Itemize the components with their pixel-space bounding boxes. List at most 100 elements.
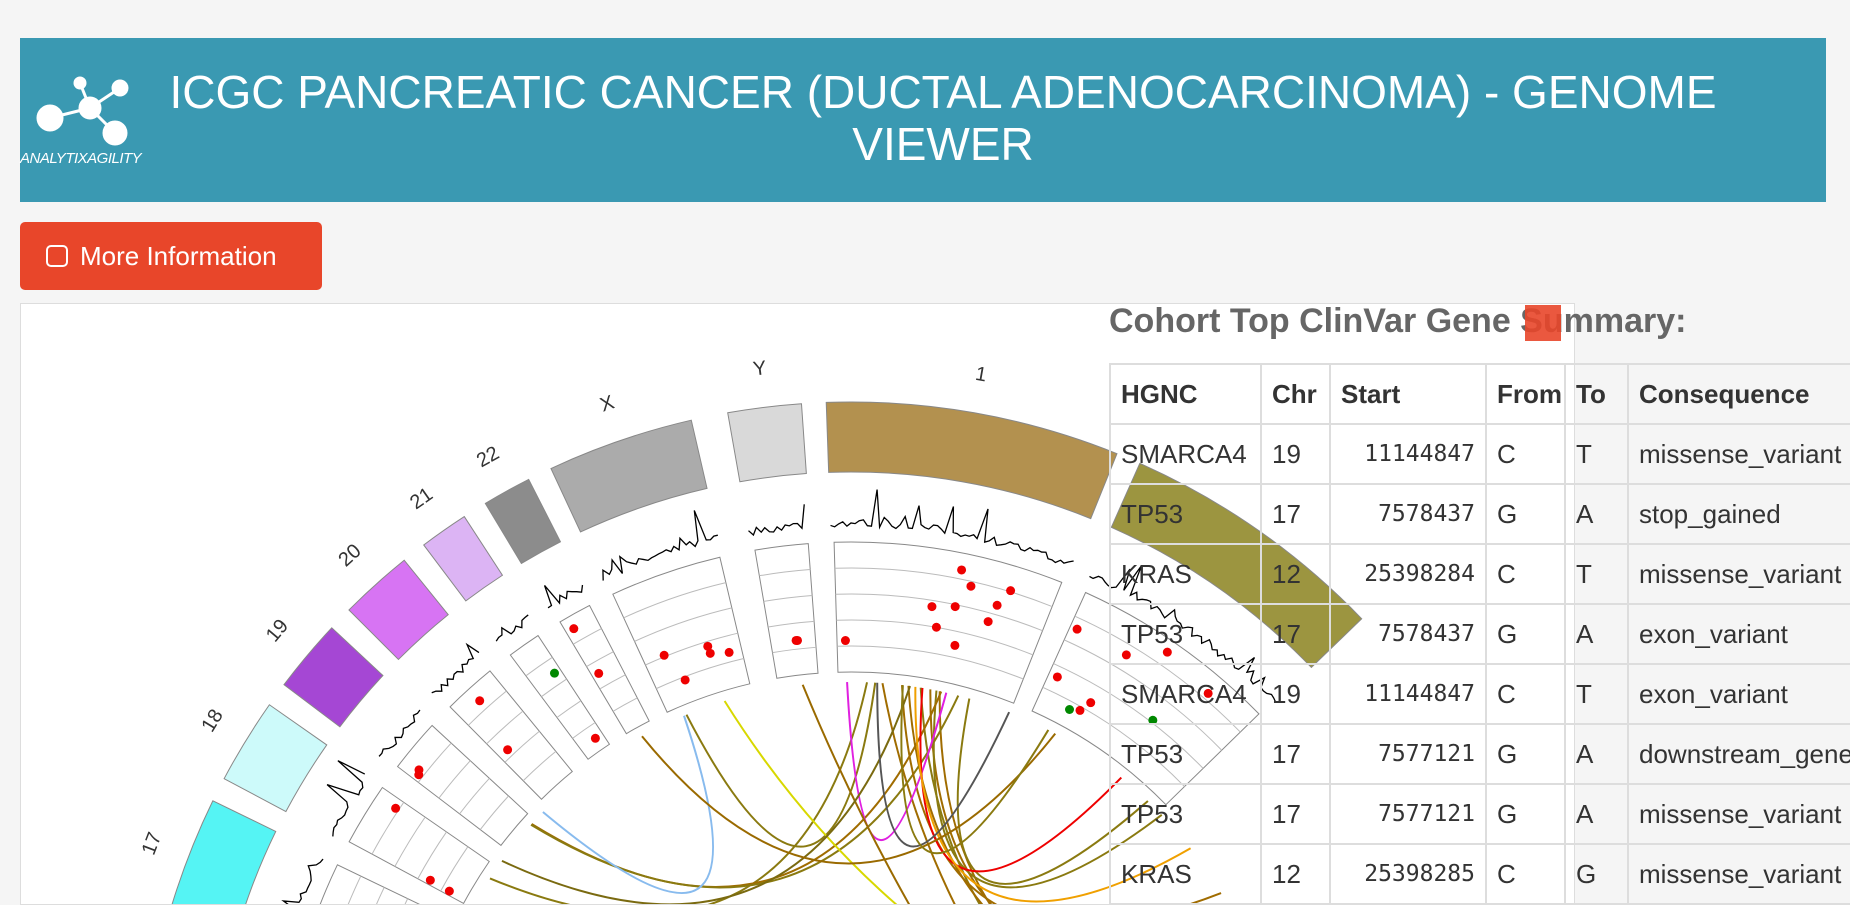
track-grid	[634, 607, 732, 642]
table-cell: C	[1485, 543, 1566, 605]
chromosome-label: X	[597, 391, 617, 416]
chromosome-label: 18	[197, 706, 227, 736]
table-cell: KRAS	[1109, 543, 1262, 605]
table-cell: TP53	[1109, 483, 1262, 545]
track-grid	[376, 887, 385, 904]
chromosome-label: 17	[138, 829, 167, 858]
link-chord	[641, 732, 1057, 865]
track-grid	[623, 582, 726, 619]
table-cell: 19	[1260, 663, 1331, 725]
chromosome-band	[727, 403, 807, 483]
table-cell: 11144847	[1329, 423, 1487, 485]
link-chord	[489, 682, 868, 904]
variant-dot	[703, 641, 713, 651]
summary-table: HGNC Chr Start From To Consequence SMARCA4 19 11…	[1109, 363, 1850, 905]
link-chord	[723, 700, 898, 904]
variant-dot	[569, 624, 579, 634]
signal-line	[748, 504, 805, 537]
variant-dot	[705, 648, 715, 658]
track-grid	[573, 628, 602, 645]
track-box	[396, 724, 529, 847]
link-chord	[919, 687, 981, 904]
variant-dot	[966, 581, 976, 591]
table-cell: G	[1485, 603, 1566, 665]
column-header: Consequence	[1627, 363, 1850, 425]
table-cell: 7578437	[1329, 603, 1487, 665]
variant-dot	[992, 600, 1002, 610]
signal-line	[281, 858, 324, 904]
more-info-button[interactable]: More Information	[20, 222, 322, 290]
track-grid	[522, 751, 557, 782]
table-cell: G	[1564, 843, 1629, 905]
link-chord	[929, 689, 993, 904]
table-cell: missense_variant	[1627, 843, 1850, 905]
track-grid	[768, 620, 815, 628]
variant-dot	[793, 635, 803, 645]
link-chord	[932, 690, 1163, 889]
track-grid	[556, 700, 582, 718]
table-cell: 7578437	[1329, 483, 1487, 545]
table-cell: 19	[1260, 423, 1331, 485]
button-icon	[46, 245, 68, 267]
table-cell: exon_variant	[1627, 603, 1850, 665]
chromosome-band	[223, 704, 328, 813]
variant-dot	[950, 640, 960, 650]
page-title: ICGC PANCREATIC CANCER (DUCTAL ADENOCARC…	[169, 66, 1717, 170]
link-chord	[801, 684, 911, 904]
track-grid	[440, 846, 469, 892]
variant-dot	[950, 602, 960, 612]
track-grid	[525, 656, 553, 677]
table-cell: T	[1564, 663, 1629, 725]
track-grid	[599, 674, 626, 690]
table-cell: T	[1564, 423, 1629, 485]
table-cell: 17	[1260, 483, 1331, 545]
variant-dot	[1072, 624, 1082, 634]
table-cell: SMARCA4	[1109, 663, 1262, 725]
track-box	[612, 556, 751, 713]
table-cell: G	[1485, 483, 1566, 545]
track-grid	[759, 569, 811, 577]
table-cell: TP53	[1109, 723, 1262, 785]
track-grid	[763, 594, 813, 602]
signal-line	[326, 760, 366, 837]
toggle-button[interactable]	[1525, 305, 1561, 341]
table-cell: A	[1564, 483, 1629, 545]
variant-dot	[724, 647, 734, 657]
track-grid	[504, 730, 540, 763]
table-cell: A	[1564, 723, 1629, 785]
table-cell: C	[1485, 663, 1566, 725]
summary-heading: Cohort Top ClinVar Gene Summary:	[1109, 302, 1687, 340]
variant-dot	[840, 636, 850, 646]
table-cell: stop_gained	[1627, 483, 1850, 545]
variant-dot	[503, 745, 513, 755]
track-grid	[459, 778, 490, 815]
table-cell: SMARCA4	[1109, 423, 1262, 485]
logo-icon	[36, 76, 129, 146]
variant-dot	[957, 565, 967, 575]
table-cell: A	[1564, 603, 1629, 665]
chromosome-label: 22	[473, 442, 503, 472]
table-cell: missense_variant	[1627, 783, 1850, 845]
track-grid	[417, 742, 452, 783]
link-chord	[542, 715, 714, 895]
track-grid	[837, 645, 1024, 680]
track-grid	[486, 710, 524, 745]
variant-dot	[1086, 698, 1096, 708]
logo-text: ANALYTIXAGILITY	[20, 150, 142, 167]
variant-dot	[680, 675, 690, 685]
chromosome-band	[825, 401, 1118, 520]
signal-line	[602, 510, 718, 581]
link-chord	[530, 695, 960, 889]
variant-dot	[414, 770, 424, 780]
variant-dot	[931, 622, 941, 632]
chromosome-band	[283, 627, 384, 728]
table-cell: T	[1564, 543, 1629, 605]
signal-line	[830, 489, 1074, 564]
table-cell: 12	[1260, 843, 1331, 905]
variant-dot	[983, 617, 993, 627]
